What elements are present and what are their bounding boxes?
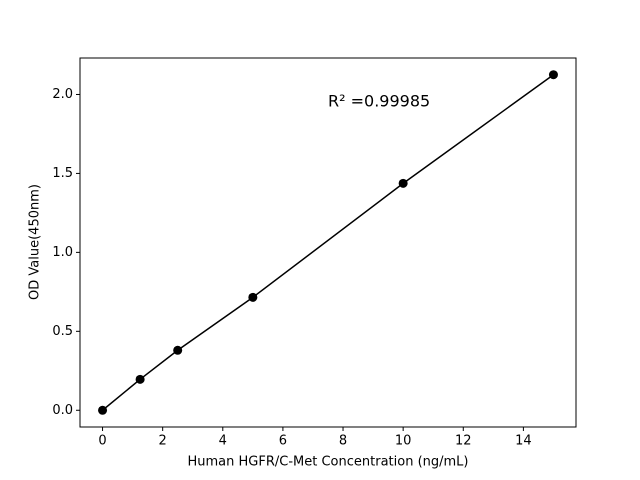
x-tick-label: 6 xyxy=(279,434,287,449)
y-tick-label: 1.0 xyxy=(52,245,73,260)
x-tick-label: 10 xyxy=(395,434,412,449)
line xyxy=(102,74,554,411)
x-tick-label: 12 xyxy=(455,434,472,449)
point xyxy=(98,405,108,415)
x-tick-label: 4 xyxy=(219,434,227,449)
point xyxy=(173,345,183,355)
annotation: R² =0.99985 xyxy=(328,92,430,111)
y-tick-label: 0.5 xyxy=(52,324,73,339)
point xyxy=(398,178,408,188)
point xyxy=(548,70,558,80)
point xyxy=(248,292,258,302)
y-axis-label: OD Value(450nm) xyxy=(28,184,43,300)
y-tick-label: 2.0 xyxy=(52,87,73,102)
x-tick-label: 14 xyxy=(515,434,532,449)
y-tick-label: 0.0 xyxy=(52,403,73,418)
point xyxy=(135,374,145,384)
x-tick-label: 8 xyxy=(339,434,347,449)
plot-frame xyxy=(79,57,577,428)
x-tick-label: 2 xyxy=(159,434,167,449)
x-axis-label: Human HGFR/C-Met Concentration (ng/mL) xyxy=(188,455,469,470)
x-tick-label: 0 xyxy=(98,434,106,449)
y-tick-label: 1.5 xyxy=(52,166,73,181)
